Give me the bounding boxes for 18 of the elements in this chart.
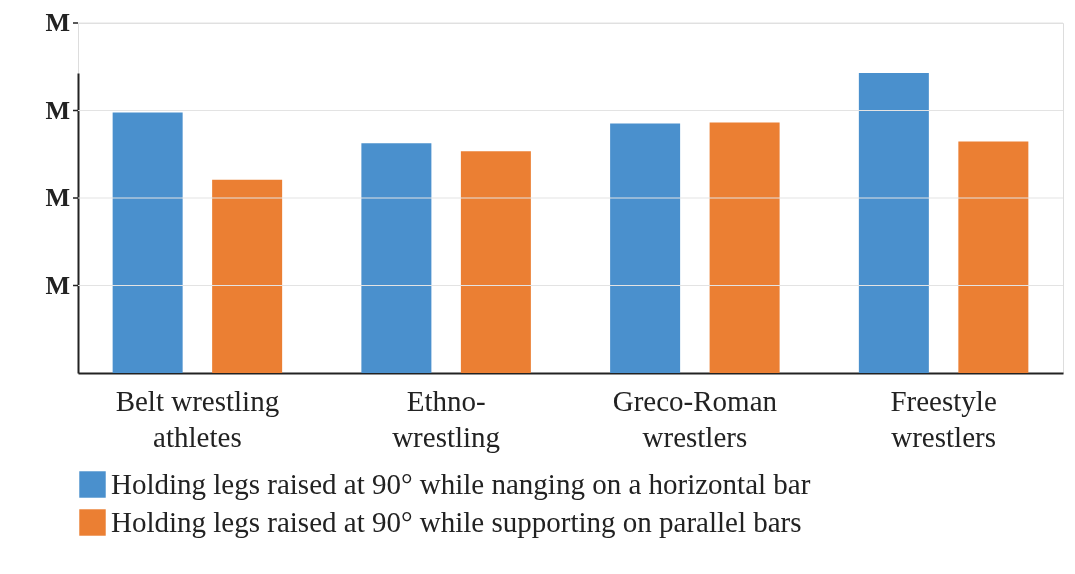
bar [958,141,1029,373]
text: M [45,183,70,212]
text: M [45,8,70,37]
bar [212,179,283,373]
bar [460,151,531,373]
text: M [45,270,70,300]
legend-label: Holding legs raised at 90° while supporting on parallel bars [111,505,802,538]
text: M [45,95,70,125]
x-tick-label: Belt wrestling athletes [115,384,280,453]
x-tick-label: Greco-Roman wrestlers [612,384,778,453]
bar [361,143,432,373]
bar [610,123,681,373]
legend-label: Holding legs raised at 90° while nanging on a horizontal bar [111,467,811,500]
bar [112,112,183,373]
x-tick-label: Ethno- wrestling [392,384,501,453]
bar [709,122,780,373]
bar [858,73,929,373]
x-tick-label: Freestyle wrestlers [890,384,997,453]
